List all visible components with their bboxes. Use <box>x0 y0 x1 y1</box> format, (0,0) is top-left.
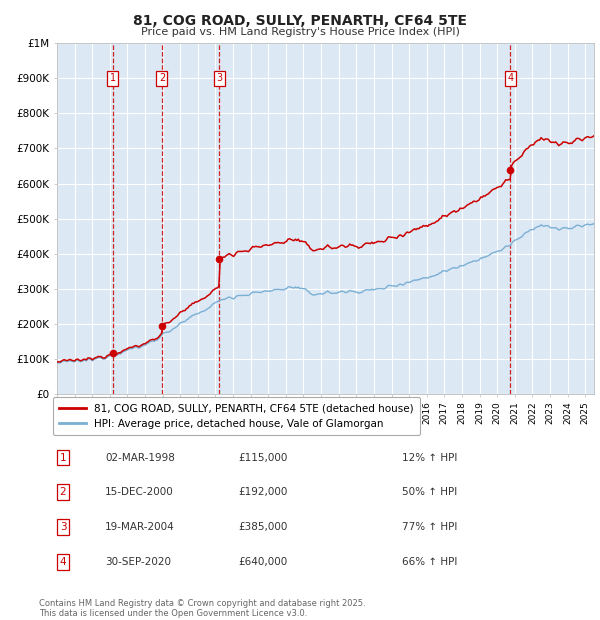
Text: 2: 2 <box>59 487 67 497</box>
Text: 4: 4 <box>508 73 514 84</box>
Text: 1: 1 <box>110 73 116 84</box>
Text: 19-MAR-2004: 19-MAR-2004 <box>105 522 175 532</box>
Text: 12% ↑ HPI: 12% ↑ HPI <box>402 453 457 463</box>
Text: 66% ↑ HPI: 66% ↑ HPI <box>402 557 457 567</box>
Text: 3: 3 <box>216 73 222 84</box>
Text: 4: 4 <box>59 557 67 567</box>
Text: 3: 3 <box>59 522 67 532</box>
Text: Contains HM Land Registry data © Crown copyright and database right 2025.
This d: Contains HM Land Registry data © Crown c… <box>39 599 365 618</box>
Text: 2: 2 <box>159 73 165 84</box>
Text: 81, COG ROAD, SULLY, PENARTH, CF64 5TE: 81, COG ROAD, SULLY, PENARTH, CF64 5TE <box>133 14 467 29</box>
Text: 15-DEC-2000: 15-DEC-2000 <box>105 487 174 497</box>
Text: 1: 1 <box>59 453 67 463</box>
Text: £192,000: £192,000 <box>239 487 288 497</box>
Text: 77% ↑ HPI: 77% ↑ HPI <box>402 522 457 532</box>
Text: £385,000: £385,000 <box>239 522 288 532</box>
Text: £115,000: £115,000 <box>239 453 288 463</box>
Text: 30-SEP-2020: 30-SEP-2020 <box>105 557 171 567</box>
Text: £640,000: £640,000 <box>239 557 288 567</box>
Text: 50% ↑ HPI: 50% ↑ HPI <box>402 487 457 497</box>
Text: 02-MAR-1998: 02-MAR-1998 <box>105 453 175 463</box>
Text: Price paid vs. HM Land Registry's House Price Index (HPI): Price paid vs. HM Land Registry's House … <box>140 27 460 37</box>
Legend: 81, COG ROAD, SULLY, PENARTH, CF64 5TE (detached house), HPI: Average price, det: 81, COG ROAD, SULLY, PENARTH, CF64 5TE (… <box>53 397 420 435</box>
